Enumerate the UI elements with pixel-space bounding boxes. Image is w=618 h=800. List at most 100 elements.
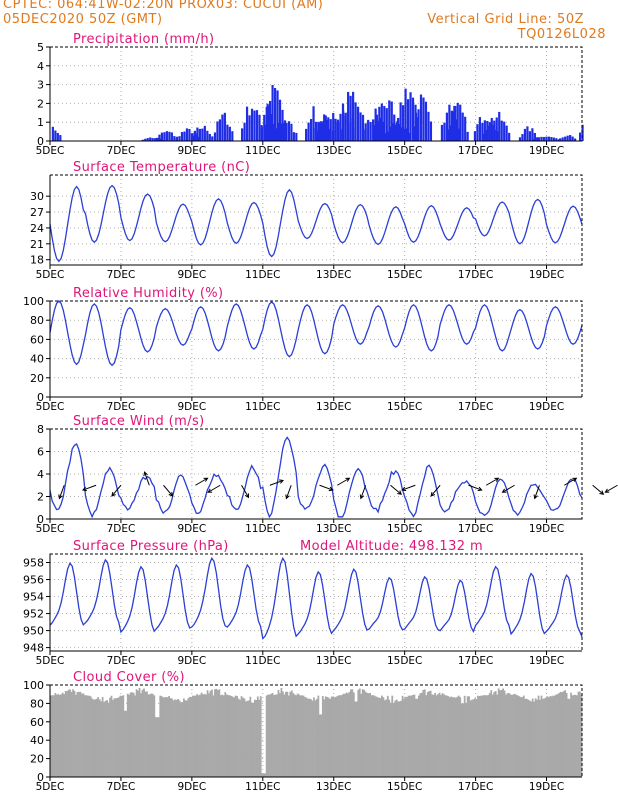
precipitation-bar bbox=[178, 136, 181, 141]
precipitation-bar bbox=[305, 128, 308, 141]
cloud-bar bbox=[253, 699, 256, 777]
x-tick-label: 19DEC bbox=[529, 655, 564, 667]
cloud-bar bbox=[370, 695, 373, 777]
cloud-bar bbox=[270, 693, 272, 777]
cloud-bar bbox=[177, 698, 179, 777]
x-tick-label: 11DEC bbox=[245, 145, 280, 157]
cloud-bar bbox=[107, 702, 110, 777]
wind-arrow-head bbox=[599, 490, 605, 495]
precipitation-bar bbox=[255, 110, 259, 141]
cloud-bar bbox=[283, 694, 286, 777]
cloud-bar bbox=[574, 694, 577, 777]
cloud-bar bbox=[527, 699, 530, 777]
cloud-bar bbox=[316, 699, 318, 777]
cloud-bar bbox=[246, 700, 249, 777]
cloud-bar bbox=[437, 694, 439, 777]
cloud-bar bbox=[453, 697, 456, 777]
precipitation-bar bbox=[243, 122, 246, 141]
cloud-bar bbox=[125, 710, 128, 777]
cloud-bar bbox=[412, 695, 414, 777]
precipitation-bar bbox=[258, 114, 261, 141]
precipitation-bar bbox=[378, 106, 381, 141]
cloud-bar bbox=[531, 698, 534, 777]
precipitation-bar bbox=[503, 121, 506, 141]
cloud-bar bbox=[491, 694, 494, 777]
precipitation-bar bbox=[344, 112, 347, 141]
cloud-bar bbox=[51, 695, 54, 777]
cloud-bar bbox=[277, 689, 280, 777]
x-tick-label: 7DEC bbox=[107, 145, 136, 157]
cloud-bar bbox=[156, 717, 159, 777]
cloud-bar bbox=[236, 696, 238, 777]
precipitation-bar bbox=[390, 101, 393, 141]
precipitation-bar bbox=[160, 132, 164, 141]
cloud-bar bbox=[475, 699, 478, 777]
cloud-bar bbox=[286, 691, 289, 777]
cloud-bar bbox=[262, 773, 265, 777]
cloud-bar bbox=[347, 693, 349, 777]
cloud-bar bbox=[519, 697, 522, 777]
y-tick-label: 2 bbox=[37, 97, 44, 110]
precipitation-bar bbox=[414, 112, 418, 141]
cloud-bar bbox=[381, 695, 383, 777]
cloud-bar bbox=[336, 695, 339, 777]
cloud-bar bbox=[481, 695, 484, 777]
x-tick-label: 13DEC bbox=[316, 781, 351, 793]
pressure-title: Surface Pressure (hPa) bbox=[73, 539, 229, 554]
cloud-bar bbox=[122, 695, 125, 777]
wind-grid bbox=[50, 429, 582, 519]
cloud-bar bbox=[508, 693, 510, 777]
cloud-bar bbox=[199, 694, 202, 777]
cloud-bar bbox=[454, 697, 457, 777]
cloud-bar bbox=[397, 701, 400, 777]
precipitation-bar bbox=[528, 131, 531, 141]
precipitation-bar bbox=[397, 117, 400, 141]
cloud-bar bbox=[117, 697, 120, 777]
precipitation-bar bbox=[272, 128, 276, 141]
precipitation-bar bbox=[466, 131, 469, 141]
precipitation-bar bbox=[417, 109, 420, 141]
cloud-bar bbox=[72, 689, 74, 777]
cloud-bar bbox=[82, 693, 85, 777]
precipitation-bar bbox=[156, 137, 159, 141]
cloud-bar bbox=[162, 697, 165, 777]
cloud-bar bbox=[138, 687, 141, 777]
cloud-bar bbox=[86, 695, 89, 777]
cloud-bar bbox=[360, 693, 363, 777]
cloud-bar bbox=[487, 694, 490, 777]
cloud-bar bbox=[259, 696, 262, 777]
pressure-grid bbox=[50, 554, 582, 651]
cloud-bar bbox=[75, 694, 77, 777]
precipitation-bar bbox=[248, 115, 251, 141]
precipitation-bar bbox=[364, 123, 367, 141]
cloud-bar bbox=[67, 689, 70, 777]
precipitation-bar bbox=[334, 118, 337, 141]
precipitation-bar bbox=[312, 106, 315, 141]
cloud-bar bbox=[577, 691, 580, 777]
precipitation-bar bbox=[206, 130, 209, 141]
precipitation-bar bbox=[170, 132, 173, 141]
wind-arrow bbox=[111, 484, 122, 497]
cloud-bar bbox=[438, 692, 441, 777]
cloud-bar bbox=[460, 703, 463, 777]
cloud-bar bbox=[506, 693, 509, 777]
wind-arrow-head bbox=[58, 494, 63, 500]
y-tick-label: 4 bbox=[37, 468, 44, 481]
wind-arrow-head bbox=[430, 491, 436, 497]
temperature-panel: 18 21 24 27 30 5DEC 7DEC 9DEC 11DEC 13DEC 15DEC 17D… bbox=[30, 160, 583, 281]
wind-arrow bbox=[58, 485, 65, 499]
cloud-bar bbox=[440, 694, 442, 777]
precipitation-bar bbox=[278, 99, 282, 141]
precipitation-bar bbox=[295, 132, 298, 141]
cloud-bar bbox=[187, 698, 190, 777]
cloud-bar bbox=[457, 695, 460, 777]
cloud-bar bbox=[344, 693, 346, 777]
precipitation-bar bbox=[203, 125, 206, 141]
precipitation-bar bbox=[440, 124, 444, 141]
cloud-bar bbox=[211, 689, 213, 777]
precipitation-bar bbox=[208, 134, 211, 141]
wind-arrow bbox=[534, 485, 540, 499]
cloud-bar bbox=[449, 697, 451, 777]
cloud-bar bbox=[329, 698, 332, 777]
cloud-bar bbox=[128, 694, 131, 777]
